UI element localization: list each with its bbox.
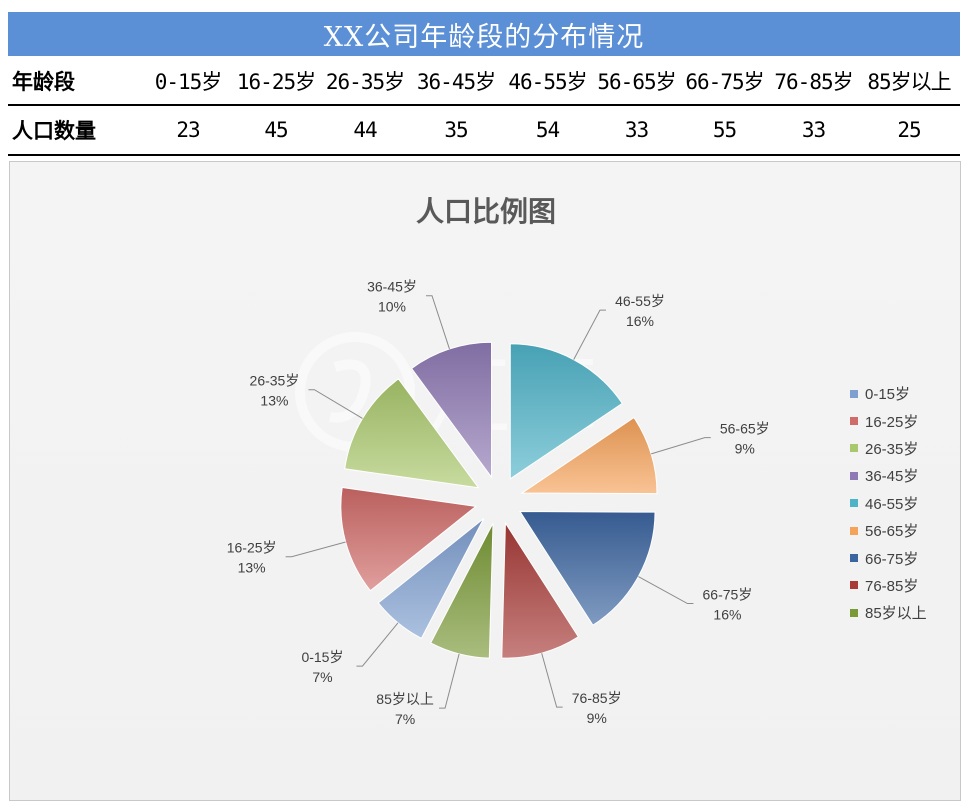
legend-label: 76-85岁 [865,577,919,595]
legend-label: 26-35岁 [865,440,919,458]
slice-category-label: 16-25岁 [227,540,277,556]
pie-slice [429,523,494,659]
legend-label: 66-75岁 [865,550,919,568]
leader-line [426,295,450,350]
legend-swatch [850,526,858,535]
slice-percent-label: 9% [587,710,607,726]
slice-category-label: 0-15岁 [301,649,343,665]
legend-item: 0-15岁 [850,380,950,407]
legend-item: 66-75岁 [850,544,950,571]
pie-slice [509,343,623,480]
population-count-cell: 23 [144,105,232,156]
leader-line [308,389,363,419]
slice-category-label: 56-65岁 [720,421,770,437]
slice-category-label: 36-45岁 [367,279,417,295]
age-group-row: 年龄段 0-15岁 16-25岁 26-35岁 36-45岁 46-55岁 56… [8,58,960,106]
legend-swatch [850,554,858,563]
pie-slice [410,341,493,479]
pie-chart-panel: 汇源 46-55岁16%56-65岁9%66-75岁16%76-85岁9%85岁… [9,161,961,801]
pie-slice [344,378,480,489]
slice-category-label: 46-55岁 [615,293,665,309]
age-group-cell: 36-45岁 [410,58,502,106]
chart-legend: 0-15岁 16-25岁 26-35岁 36-45岁 46-55岁 56-65岁 66-75… [850,380,950,627]
legend-label: 0-15岁 [865,386,911,404]
legend-item: 85岁以上 [850,599,950,626]
population-count-cell: 35 [410,105,502,156]
chart-title: 人口比例图 [415,195,556,228]
leader-line [651,437,711,455]
legend-item: 56-65岁 [850,517,950,544]
legend-swatch [850,417,858,426]
population-count-cell: 33 [769,105,858,156]
age-group-cell: 26-35岁 [320,58,410,106]
leader-line [573,309,606,360]
legend-item: 46-55岁 [850,490,950,517]
population-count-row: 人口数量 23 45 44 35 54 33 55 33 25 [8,105,960,156]
legend-swatch [850,608,858,617]
age-distribution-table: 年龄段 0-15岁 16-25岁 26-35岁 36-45岁 46-55岁 56… [8,58,960,156]
slice-percent-label: 16% [626,313,654,329]
population-count-cell: 45 [232,105,320,156]
population-count-header: 人口数量 [8,105,144,156]
population-count-cell: 54 [502,105,593,156]
slice-percent-label: 9% [735,441,755,457]
slice-percent-label: 10% [378,299,406,315]
legend-item: 16-25岁 [850,407,950,434]
legend-label: 16-25岁 [865,413,919,431]
pie-slice [377,518,485,639]
age-group-cell: 0-15岁 [144,58,232,106]
pie-slice [340,486,478,592]
age-group-cell: 56-65岁 [593,58,680,106]
slice-category-label: 66-75岁 [703,587,753,603]
legend-label: 56-65岁 [865,523,919,541]
age-group-cell: 76-85岁 [769,58,858,106]
population-count-cell: 55 [680,105,769,156]
legend-item: 26-35岁 [850,435,950,462]
slice-category-label: 26-35岁 [250,373,300,389]
slice-percent-label: 16% [713,607,741,623]
legend-label: 46-55岁 [865,495,919,513]
legend-swatch [850,444,858,453]
legend-label: 36-45岁 [865,468,919,486]
slice-category-label: 85岁以上 [376,691,434,707]
leader-line [638,576,694,605]
slice-percent-label: 13% [238,560,266,576]
population-count-cell: 44 [320,105,410,156]
pie-slice [520,416,658,495]
leader-line [541,653,563,708]
leader-line [285,541,346,558]
legend-swatch [850,471,858,480]
legend-item: 36-45岁 [850,462,950,489]
slice-category-label: 76-85岁 [572,690,622,706]
leader-line [356,622,399,667]
legend-swatch [850,581,858,590]
age-group-header: 年龄段 [8,58,144,106]
slice-percent-label: 13% [260,393,288,409]
legend-item: 76-85岁 [850,572,950,599]
pie-chart: 46-55岁 16% 56-65岁 9% 66-75岁 16% 76-85岁 9% 85岁以上 7… [227,279,770,727]
age-group-cell: 46-55岁 [502,58,593,106]
legend-label: 85岁以上 [865,605,927,623]
leader-line [439,653,460,709]
age-group-cell: 85岁以上 [858,58,960,106]
legend-swatch [850,389,858,398]
population-count-cell: 25 [858,105,960,156]
report-title: XX公司年龄段的分布情况 [8,12,960,56]
slice-percent-label: 7% [395,711,415,727]
legend-swatch [850,499,858,508]
pie-slice [501,521,580,659]
slice-percent-label: 7% [312,669,332,685]
age-group-cell: 16-25岁 [232,58,320,106]
population-count-cell: 33 [593,105,680,156]
age-group-cell: 66-75岁 [680,58,769,106]
